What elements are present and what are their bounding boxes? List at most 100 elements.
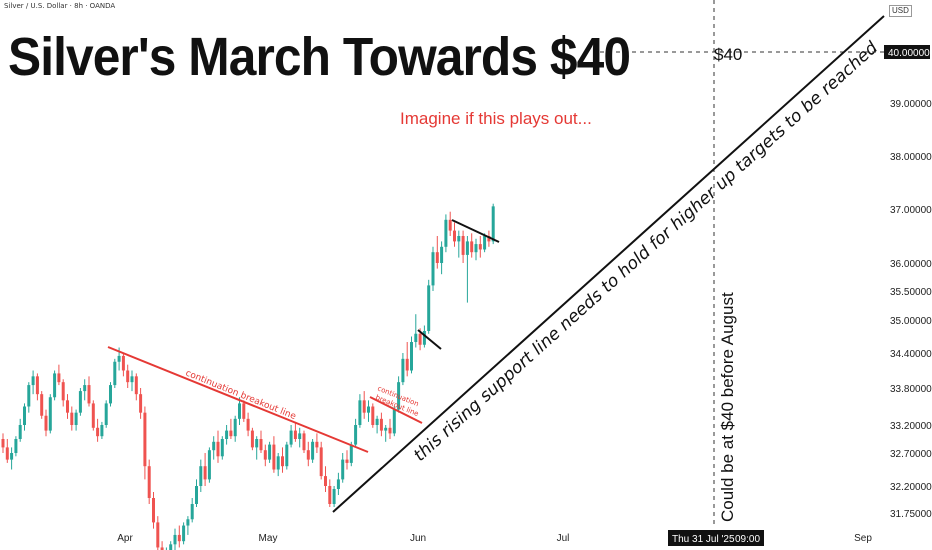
candle-body: [388, 427, 392, 434]
candle-body: [173, 534, 177, 545]
candle-body: [474, 244, 478, 253]
candle-body: [487, 236, 491, 242]
y-tick-label: 34.40000: [890, 349, 932, 360]
candle-body: [401, 358, 405, 383]
candle-body: [293, 430, 297, 439]
candle-body: [491, 206, 495, 242]
candle-body: [78, 391, 82, 413]
candle-body: [44, 415, 48, 431]
y-tick-label: 35.50000: [890, 287, 932, 298]
target-line-label: $40: [714, 45, 742, 64]
x-tick-label: Sep: [854, 533, 872, 544]
candle-body: [31, 376, 35, 386]
candle-body: [233, 418, 237, 437]
candle-body: [315, 441, 319, 448]
candle-body: [410, 342, 413, 371]
candle-body: [444, 219, 448, 247]
y-tick-label: 35.00000: [890, 316, 932, 327]
candle-body: [143, 412, 147, 467]
candle-body: [18, 425, 22, 439]
axes-layer: 39.00000 38.00000 37.00000 36.00000 35.50000…: [117, 45, 932, 546]
candle-body: [182, 525, 186, 542]
candle-body: [160, 547, 164, 550]
candle-body: [345, 459, 349, 463]
date-marker-date: Thu 31 Jul '25: [672, 534, 735, 545]
candle-body: [341, 459, 345, 480]
candle-body: [57, 373, 61, 383]
candle-body: [336, 479, 340, 489]
y-tick-label: 39.00000: [890, 99, 932, 110]
candle-body: [302, 433, 306, 451]
candle-body: [48, 397, 52, 431]
candle-body: [397, 382, 401, 410]
candle-body: [457, 236, 461, 242]
candle-body: [306, 450, 310, 460]
candle-body: [91, 403, 95, 428]
candle-body: [328, 486, 332, 504]
chart-title: Silver's March Towards $40: [8, 27, 631, 87]
candle-body: [448, 219, 452, 231]
candle-body: [147, 466, 151, 498]
candle-body: [332, 489, 336, 504]
candle-body: [405, 358, 409, 371]
target-price-label: 40.00000: [888, 48, 930, 59]
candle-body: [27, 385, 31, 407]
y-tick-label: 32.70000: [890, 449, 932, 460]
candle-body: [130, 376, 134, 383]
candle-body: [470, 241, 474, 253]
y-tick-label: 33.20000: [890, 421, 932, 432]
candle-body: [216, 441, 220, 457]
candle-body: [349, 444, 353, 463]
candle-body: [126, 370, 130, 383]
support-line: [332, 15, 885, 513]
candle-body: [109, 385, 112, 404]
candle-body: [238, 403, 241, 419]
y-tick-label: 36.00000: [890, 259, 932, 270]
date-marker-badge: [668, 530, 764, 546]
candle-body: [453, 230, 456, 242]
candle-body: [83, 385, 87, 392]
candle-body: [362, 400, 366, 413]
candle-body: [259, 439, 263, 451]
candle-body: [422, 331, 426, 345]
candle-body: [61, 382, 65, 401]
y-tick-label: 33.80000: [890, 384, 932, 395]
candle-body: [40, 394, 44, 416]
candle-body: [440, 246, 444, 263]
candle-body: [281, 456, 284, 467]
candle-body: [53, 373, 57, 398]
symbol-header: Silver / U.S. Dollar · 8h · OANDA: [4, 2, 116, 10]
candle-body: [255, 439, 259, 448]
date-marker-time: 09:00: [735, 534, 760, 545]
candle-body: [87, 385, 91, 404]
candle-body: [461, 236, 465, 255]
candle-body: [242, 403, 246, 419]
candle-body: [74, 412, 78, 425]
candle-body: [10, 453, 14, 460]
candle-body: [156, 522, 160, 548]
resistance-line: [107, 346, 369, 453]
candle-body: [418, 333, 422, 345]
candle-body: [250, 430, 254, 448]
candles-layer: [1, 203, 495, 550]
flag-line-2: [451, 219, 500, 243]
candle-body: [23, 406, 26, 425]
candle-body: [478, 244, 482, 250]
candle-body: [465, 241, 469, 255]
breakout-line-2: [369, 396, 423, 424]
candle-body: [268, 444, 272, 460]
candle-body: [319, 447, 323, 477]
candle-body: [435, 252, 439, 263]
candle-body: [358, 400, 362, 425]
candle-body: [324, 476, 327, 486]
candle-body: [203, 466, 207, 480]
candle-body: [298, 433, 302, 439]
candle-body: [285, 444, 289, 467]
currency-badge[interactable]: USD: [889, 5, 912, 17]
target-price-badge: [884, 45, 930, 59]
x-tick-label: Apr: [117, 533, 133, 544]
y-tick-label: 32.20000: [890, 482, 932, 493]
candle-body: [14, 439, 18, 453]
candle-body: [225, 430, 229, 439]
